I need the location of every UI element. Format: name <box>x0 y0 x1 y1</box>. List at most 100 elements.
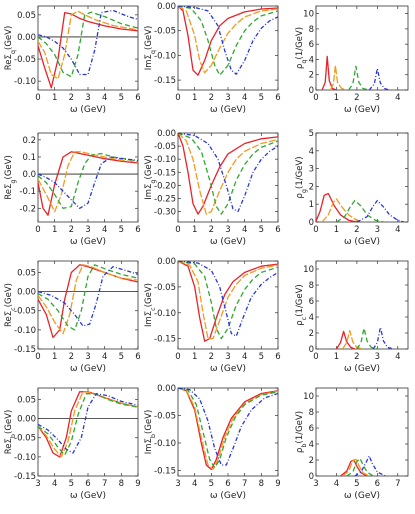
y-axis-label: ImΣg(GeV) <box>144 155 157 200</box>
series-line-2 <box>321 198 366 222</box>
panel-11: 3 4 5 6 7 8 9 0.00 -0.05 -0.10 -0.15 ω (GeV) ImΣb(Ge… <box>144 384 281 501</box>
x-tick-label: 7 <box>242 479 247 489</box>
series-line-1 <box>178 133 278 215</box>
y-tick-label: -0.05 <box>154 27 176 37</box>
series-line-2 <box>38 264 138 335</box>
panel-12: 3 4 5 6 7 0 2 4 6 8 10 ω (GeV) ρb(1/GeV) <box>295 387 409 501</box>
x-tick-label: 6 <box>85 479 90 489</box>
y-tick-label: 0 <box>309 472 314 482</box>
y-tick-label: -0.10 <box>154 439 176 449</box>
x-tick-label: 5 <box>259 225 264 235</box>
series-line-4 <box>178 133 278 213</box>
x-tick-label: 4 <box>192 479 197 489</box>
y-tick-label: -0.05 <box>154 412 176 422</box>
y-tick-label: 0.0 <box>22 170 36 180</box>
series-line-1 <box>321 55 337 90</box>
x-tick-label: 1 <box>52 225 57 235</box>
series-line-2 <box>38 151 138 213</box>
x-tick-label: 3 <box>225 225 230 235</box>
y-tick-label: -0.05 <box>14 55 36 65</box>
y-axis-label: ImΣc(GeV) <box>144 283 157 327</box>
x-axis-label: ω (GeV) <box>344 491 380 501</box>
series-line-1 <box>178 261 278 342</box>
x-axis-label: ω (GeV) <box>210 364 246 374</box>
x-tick-label: 9 <box>275 479 280 489</box>
x-tick-label: 6 <box>135 352 140 362</box>
panel-10: 3 4 5 6 7 8 9 -0.15 -0.10 -0.05 0.00 0.05 ω (GeV) ReΣ… <box>4 387 141 501</box>
y-tick-label: -0.15 <box>14 472 36 482</box>
y-tick-label: 4 <box>309 55 314 65</box>
panel-3: 0 1 2 3 4 0 2 4 6 8 10 ω (GeV) ρq(1/GeV) <box>295 5 409 115</box>
x-tick-label: 4 <box>52 479 57 489</box>
panel-1: 0 1 2 3 4 5 6 -0.10 -0.05 0.00 0.05 ω (GeV) ReΣq(GeV… <box>4 5 141 115</box>
series-line-4 <box>38 393 138 454</box>
series-line-2 <box>178 388 278 471</box>
x-tick-label: 8 <box>259 479 264 489</box>
y-tick-label: -0.30 <box>154 208 176 218</box>
y-axis-label: ReΣg(GeV) <box>4 155 17 200</box>
x-tick-label: 4 <box>102 352 107 362</box>
y-tick-label: -0.10 <box>14 77 36 87</box>
y-axis-label: ReΣc(GeV) <box>4 283 17 327</box>
series-line-3 <box>38 152 138 209</box>
y-tick-label: 0 <box>309 345 314 355</box>
y-tick-label: 0.00 <box>157 129 176 139</box>
series-line-1 <box>335 330 356 349</box>
y-tick-label: 2 <box>309 456 314 466</box>
x-tick-label: 5 <box>119 352 124 362</box>
x-tick-label: 3 <box>375 225 380 235</box>
y-tick-label: 0.00 <box>17 415 36 425</box>
x-tick-label: 4 <box>395 225 400 235</box>
y-tick-label: 2 <box>309 329 314 339</box>
x-tick-label: 4 <box>242 225 247 235</box>
series-line-4 <box>38 266 138 327</box>
x-axis-label: ω (GeV) <box>344 237 380 247</box>
x-tick-label: 2 <box>69 93 74 103</box>
series-line-3 <box>38 264 138 331</box>
x-tick-label: 5 <box>69 479 74 489</box>
x-tick-label: 8 <box>119 479 124 489</box>
x-tick-label: 0 <box>35 225 40 235</box>
y-tick-label: -0.15 <box>154 335 176 345</box>
y-tick-label: -0.10 <box>14 453 36 463</box>
y-tick-label: 10 <box>303 392 314 402</box>
x-tick-label: 0 <box>175 225 180 235</box>
y-tick-label: 4 <box>309 147 314 157</box>
y-tick-label: 0.05 <box>17 395 36 405</box>
y-axis-label: ImΣb(GeV) <box>144 410 157 455</box>
y-tick-label: 0.05 <box>17 11 36 21</box>
series-line-2 <box>329 64 347 90</box>
y-tick-label: -0.15 <box>154 76 176 86</box>
y-tick-label: -0.10 <box>154 309 176 319</box>
y-tick-label: -0.05 <box>14 307 36 317</box>
x-tick-label: 4 <box>395 93 400 103</box>
x-tick-label: 5 <box>119 225 124 235</box>
x-tick-label: 5 <box>354 479 359 489</box>
series-line-3 <box>38 393 138 456</box>
x-tick-label: 2 <box>209 225 214 235</box>
series-line-3 <box>348 65 370 90</box>
y-axis-label: ρq(1/GeV) <box>295 27 308 69</box>
x-tick-label: 3 <box>85 225 90 235</box>
plot-frame <box>315 260 409 350</box>
plot-frame <box>315 387 409 477</box>
plot-frame <box>315 5 409 91</box>
series-line-1 <box>178 6 278 76</box>
y-tick-label: 0.1 <box>22 153 36 163</box>
x-tick-label: 1 <box>334 352 339 362</box>
series-line-3 <box>356 327 378 349</box>
x-axis-label: ω (GeV) <box>70 105 106 115</box>
y-tick-label: -0.15 <box>154 467 176 477</box>
x-tick-label: 4 <box>395 352 400 362</box>
panel-9: 0 1 2 3 4 0 2 4 6 8 10 ω (GeV) ρc(1/GeV) <box>295 260 409 374</box>
y-tick-label: 2 <box>309 71 314 81</box>
series-line-2 <box>342 458 370 476</box>
x-tick-label: 7 <box>102 479 107 489</box>
x-tick-label: 2 <box>69 225 74 235</box>
y-tick-label: 6 <box>309 424 314 434</box>
y-tick-label: 0.2 <box>22 136 36 146</box>
x-axis-label: ω (GeV) <box>344 105 380 115</box>
x-tick-label: 0 <box>175 352 180 362</box>
series-line-4 <box>38 9 138 76</box>
y-tick-label: 6 <box>309 297 314 307</box>
